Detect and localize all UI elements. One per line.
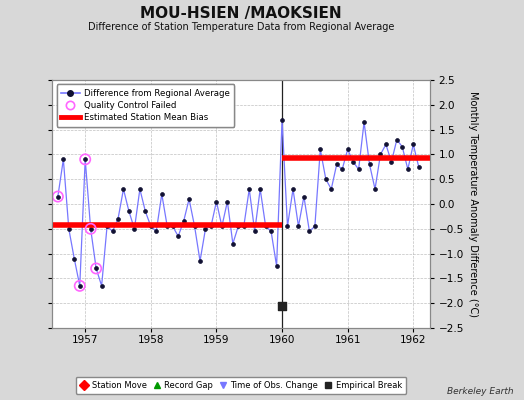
Point xyxy=(92,265,101,272)
Text: Berkeley Earth: Berkeley Earth xyxy=(447,387,514,396)
Point xyxy=(75,283,84,289)
Point xyxy=(86,226,95,232)
Point xyxy=(53,193,62,200)
Legend: Station Move, Record Gap, Time of Obs. Change, Empirical Break: Station Move, Record Gap, Time of Obs. C… xyxy=(76,376,406,394)
Y-axis label: Monthly Temperature Anomaly Difference (°C): Monthly Temperature Anomaly Difference (… xyxy=(468,91,478,317)
Point xyxy=(81,156,90,162)
Legend: Difference from Regional Average, Quality Control Failed, Estimated Station Mean: Difference from Regional Average, Qualit… xyxy=(57,84,234,127)
Point xyxy=(278,302,286,309)
Text: MOU-HSIEN /MAOKSIEN: MOU-HSIEN /MAOKSIEN xyxy=(140,6,342,21)
Text: Difference of Station Temperature Data from Regional Average: Difference of Station Temperature Data f… xyxy=(88,22,394,32)
